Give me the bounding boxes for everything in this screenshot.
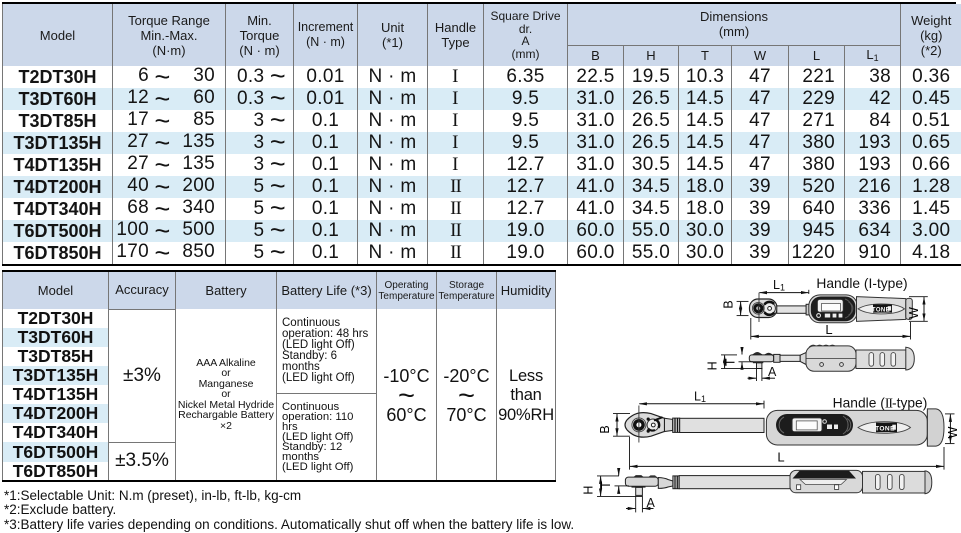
svg-text:B: B bbox=[598, 425, 612, 433]
svg-text:L: L bbox=[777, 450, 784, 465]
svg-text:L1: L1 bbox=[773, 278, 785, 293]
svg-text:A: A bbox=[768, 365, 777, 379]
svg-text:W: W bbox=[946, 426, 960, 438]
svg-text:W: W bbox=[907, 307, 921, 319]
svg-text:L: L bbox=[825, 322, 832, 337]
svg-text:L1: L1 bbox=[694, 390, 706, 405]
svg-text:Handle (II-type): Handle (II-type) bbox=[833, 396, 928, 411]
svg-text:A: A bbox=[647, 496, 656, 510]
svg-text:B: B bbox=[722, 300, 736, 308]
svg-text:T: T bbox=[724, 358, 738, 366]
svg-text:TONE: TONE bbox=[875, 425, 895, 432]
svg-text:Handle (I-type): Handle (I-type) bbox=[816, 276, 907, 291]
svg-text:H: H bbox=[705, 361, 719, 370]
svg-text:T: T bbox=[599, 481, 613, 489]
svg-text:H: H bbox=[581, 486, 595, 495]
svg-text:TONE: TONE bbox=[872, 307, 890, 313]
